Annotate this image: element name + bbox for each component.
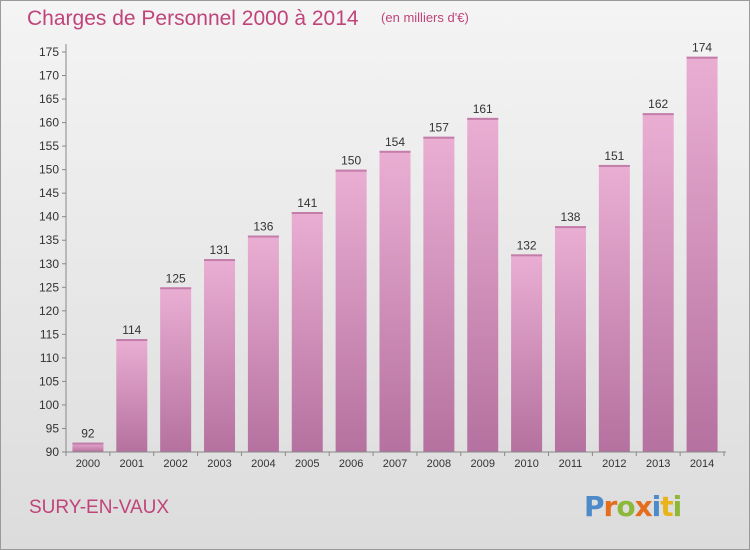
bar-cap-2001 bbox=[116, 339, 148, 342]
bar-cap-2014 bbox=[686, 56, 718, 59]
x-tick-label: 2012 bbox=[602, 458, 626, 470]
y-tick-label: 100 bbox=[39, 398, 59, 412]
x-tick-label: 2001 bbox=[120, 458, 144, 470]
bar-2012 bbox=[598, 164, 630, 453]
x-tick-label: 2002 bbox=[163, 458, 187, 470]
bar-2007 bbox=[379, 150, 411, 452]
bar-2006 bbox=[335, 169, 367, 452]
bar-2000 bbox=[72, 442, 104, 452]
y-tick-label: 155 bbox=[39, 139, 59, 153]
value-label: 154 bbox=[385, 135, 405, 149]
bar-cap-2011 bbox=[554, 226, 586, 229]
x-tick-label: 2010 bbox=[514, 458, 538, 470]
logo-letter: r bbox=[603, 490, 618, 523]
bar-2011 bbox=[554, 226, 586, 452]
x-tick-label: 2000 bbox=[76, 458, 100, 470]
y-tick-label: 95 bbox=[46, 421, 60, 435]
y-tick-label: 105 bbox=[39, 374, 59, 388]
title-block: Charges de Personnel 2000 à 2014 (en mil… bbox=[27, 7, 469, 31]
x-tick-label: 2009 bbox=[470, 458, 494, 470]
x-tick-label: 2013 bbox=[646, 458, 670, 470]
bar-cap-2013 bbox=[642, 113, 674, 116]
value-label: 125 bbox=[166, 271, 186, 285]
bar-2014 bbox=[686, 56, 718, 453]
bar-cap-2005 bbox=[291, 212, 323, 214]
bar-2013 bbox=[642, 113, 674, 453]
logo-letter: o bbox=[616, 490, 635, 523]
bar-2001 bbox=[116, 339, 148, 452]
value-label: 132 bbox=[517, 238, 537, 252]
bar-cap-2006 bbox=[335, 169, 367, 172]
chart-subtitle: (en milliers d'€) bbox=[381, 10, 469, 25]
bar-2008 bbox=[423, 136, 455, 453]
value-label: 157 bbox=[429, 121, 449, 135]
y-tick-label: 150 bbox=[39, 163, 59, 177]
value-label: 162 bbox=[648, 97, 668, 111]
x-tick-label: 2003 bbox=[207, 458, 231, 470]
value-label: 138 bbox=[560, 210, 580, 224]
chart-title: Charges de Personnel 2000 à 2014 bbox=[27, 7, 359, 30]
logo-letter: P bbox=[584, 490, 605, 523]
value-label: 174 bbox=[692, 41, 712, 55]
bar-cap-2007 bbox=[379, 150, 411, 153]
x-tick-label: 2014 bbox=[690, 458, 714, 470]
bar-cap-2004 bbox=[247, 235, 279, 238]
logo-letter: i bbox=[672, 490, 683, 523]
y-tick-label: 160 bbox=[39, 116, 59, 130]
x-tick-label: 2006 bbox=[339, 458, 363, 470]
logo-letter: i bbox=[651, 490, 662, 523]
bar-2009 bbox=[467, 117, 499, 452]
bar-cap-2010 bbox=[511, 254, 543, 257]
bar-cap-2000 bbox=[72, 442, 104, 445]
value-label: 151 bbox=[604, 149, 624, 163]
bar-2002 bbox=[160, 287, 192, 452]
logo-letter: x bbox=[634, 490, 653, 523]
x-tick-label: 2011 bbox=[559, 458, 583, 470]
y-tick-label: 90 bbox=[46, 445, 60, 459]
y-tick-label: 145 bbox=[39, 186, 59, 200]
bar-cap-2008 bbox=[423, 136, 455, 139]
value-label: 141 bbox=[297, 196, 317, 210]
y-tick-label: 110 bbox=[40, 351, 59, 365]
bar-2010 bbox=[511, 254, 543, 452]
y-tick-label: 125 bbox=[39, 280, 59, 294]
value-label: 150 bbox=[341, 154, 361, 168]
y-tick-label: 140 bbox=[39, 210, 59, 224]
axis-layer: 2000 2001 2002 2003 2004 2005 2006 2007 2008 2009… bbox=[39, 44, 726, 470]
y-tick-label: 170 bbox=[39, 69, 59, 83]
value-label: 161 bbox=[473, 102, 493, 116]
x-tick-label: 2007 bbox=[383, 458, 407, 470]
bar-cap-2012 bbox=[598, 164, 630, 167]
x-tick-label: 2004 bbox=[251, 458, 275, 470]
x-tick-label: 2008 bbox=[427, 458, 451, 470]
y-tick-label: 135 bbox=[39, 233, 59, 247]
proxiti-logo[interactable]: Proxiti bbox=[584, 490, 683, 523]
value-label: 131 bbox=[210, 243, 230, 257]
bar-2004 bbox=[247, 235, 279, 452]
bar-cap-2003 bbox=[204, 259, 236, 262]
value-label: 114 bbox=[122, 323, 141, 337]
x-tick-label: 2005 bbox=[295, 458, 319, 470]
bar-cap-2002 bbox=[160, 287, 192, 290]
value-label: 92 bbox=[81, 427, 95, 441]
y-tick-label: 120 bbox=[39, 304, 59, 318]
bars-layer: 92 114 125 131 136 141 150 154 157 161 132 138 151 16… bbox=[72, 41, 718, 453]
bar-cap-2009 bbox=[467, 117, 499, 120]
value-label: 136 bbox=[253, 220, 273, 234]
bar-2005 bbox=[291, 212, 323, 452]
y-tick-label: 175 bbox=[39, 45, 59, 59]
bar-2003 bbox=[204, 259, 236, 452]
y-tick-label: 165 bbox=[39, 92, 59, 106]
y-tick-label: 115 bbox=[40, 327, 59, 341]
commune-name: SURY-EN-VAUX bbox=[29, 497, 170, 518]
y-tick-label: 130 bbox=[39, 257, 59, 271]
logo-letter: t bbox=[660, 490, 673, 523]
